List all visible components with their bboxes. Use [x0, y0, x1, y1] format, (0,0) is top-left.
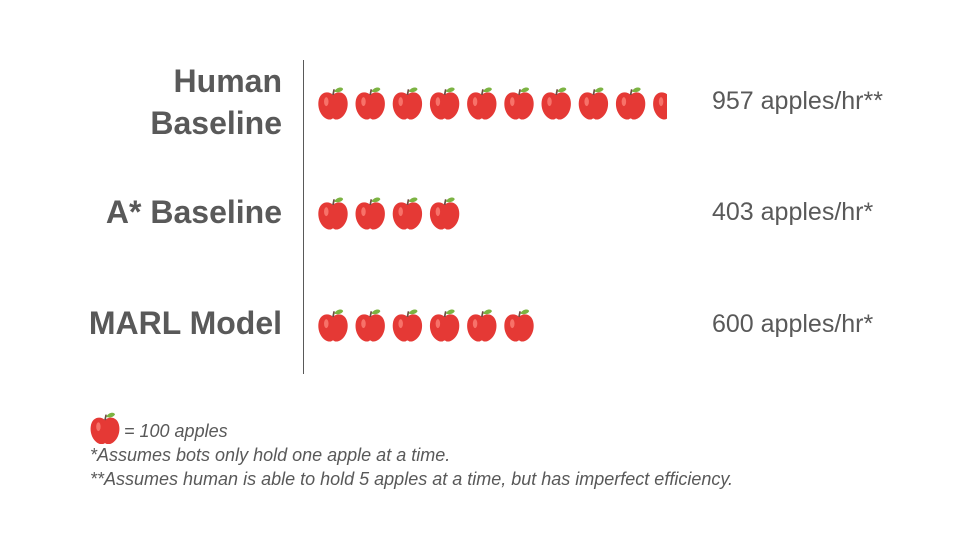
apple-icon: [318, 87, 348, 120]
row-label-line: Human: [173, 63, 282, 99]
apple-icon: [429, 87, 460, 120]
apple-bar-a-star-baseline: [318, 196, 461, 232]
apple-bar-human-baseline: [318, 86, 667, 122]
apple-icon: [467, 87, 497, 120]
apple-icon: [90, 412, 120, 445]
footnote-human: **Assumes human is able to hold 5 apples…: [90, 469, 733, 489]
apple-icon: [578, 87, 609, 120]
apple-icon: [615, 87, 646, 120]
legend-key-text: = 100 apples: [124, 421, 228, 441]
row-label-line: A* Baseline: [105, 194, 282, 230]
apple-icon: [504, 87, 534, 120]
apple-icon: [392, 197, 423, 230]
apple-icon: [467, 309, 497, 342]
footnote-bots: *Assumes bots only hold one apple at a t…: [90, 445, 451, 465]
row-label-line: Baseline: [150, 105, 282, 141]
row-label-a-star-baseline: A* Baseline: [106, 191, 282, 233]
value-label-marl-model: 600 apples/hr*: [712, 310, 874, 338]
apple-icon: [318, 309, 348, 342]
apple-icon: [429, 197, 460, 230]
apple-icon: [355, 197, 385, 230]
apple-icon: [355, 309, 385, 342]
apple-icon: [541, 87, 571, 120]
apple-icon: [355, 87, 385, 120]
apple-icon: [429, 309, 460, 342]
value-label-a-star-baseline: 403 apples/hr*: [712, 198, 874, 226]
apple-bar-marl-model: [318, 308, 534, 344]
apple-icon: [653, 92, 667, 120]
apple-icon: [392, 309, 423, 342]
row-label-human-baseline: Human Baseline: [150, 60, 282, 144]
legend: = 100 apples *Assumes bots only hold one…: [90, 412, 733, 491]
apple-icon: [90, 412, 124, 450]
row-label-marl-model: MARL Model: [89, 302, 282, 344]
apple-icon: [392, 87, 423, 120]
value-label-human-baseline: 957 apples/hr**: [712, 87, 883, 115]
row-label-line: MARL Model: [88, 305, 282, 341]
legend-key: = 100 apples: [90, 412, 733, 445]
axis-line: [303, 60, 304, 374]
apple-icon: [318, 197, 348, 230]
apple-icon: [504, 309, 534, 342]
